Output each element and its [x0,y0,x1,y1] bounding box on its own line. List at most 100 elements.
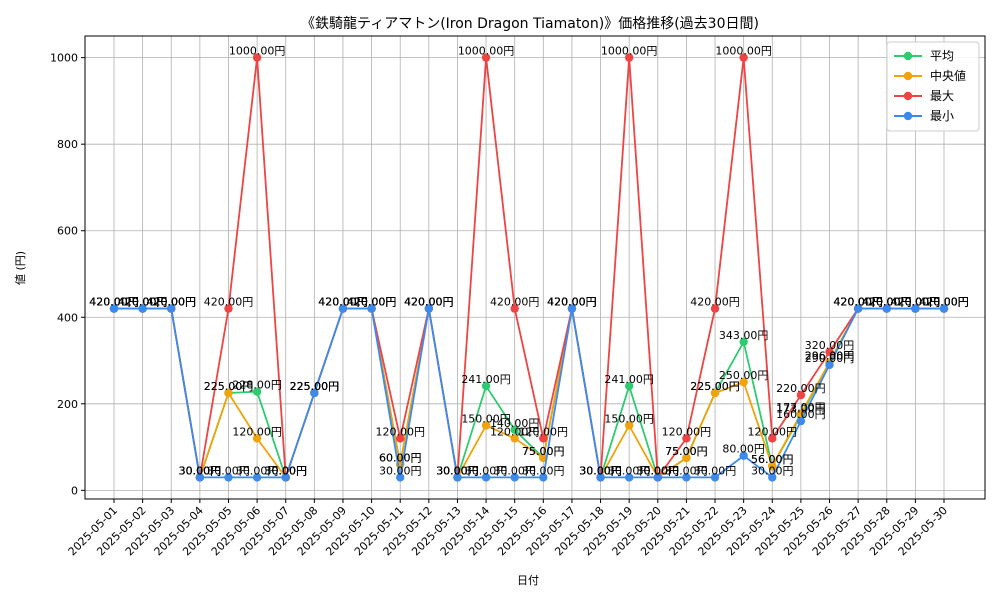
data-point [825,347,834,357]
data-point [682,434,691,443]
data-point [624,53,634,62]
data-label: 30.00円 [637,464,680,477]
legend-box [886,41,980,132]
data-label: 56.00円 [751,453,794,466]
data-label: 420.00円 [347,296,397,309]
data-label: 420.00円 [919,296,969,309]
data-label: 420.00円 [862,296,912,309]
y-tick-label: 800 [57,138,78,151]
data-label: 30.00円 [179,464,222,477]
data-label: 228.00円 [232,379,282,392]
data-label: 420.00円 [891,296,941,309]
data-point [882,304,891,313]
data-label: 225.00円 [290,380,340,393]
data-label: 420.00円 [318,296,368,309]
data-point [481,381,491,391]
data-label: 420.00円 [833,296,883,309]
data-label: 1000.00円 [229,45,286,58]
data-labels: 420.00円420.00円420.00円30.00円225.00円228.00… [89,45,969,478]
data-label: 420.00円 [833,296,883,309]
y-tick-label: 1000 [50,52,78,65]
data-label: 60.00円 [379,451,422,464]
data-label: 420.00円 [490,296,540,309]
data-label: 120.00円 [662,425,712,438]
data-label: 420.00円 [919,296,969,309]
data-point [796,416,806,426]
data-label: 30.00円 [179,464,222,477]
data-point [710,473,720,482]
data-label: 30.00円 [751,464,794,477]
legend-swatch-marker [903,91,913,101]
data-point [338,304,348,313]
data-point [624,473,634,482]
data-label: 30.00円 [264,464,307,477]
data-label: 30.00円 [264,464,307,477]
data-label: 225.00円 [204,380,254,393]
series-layer [109,53,949,482]
data-label: 420.00円 [146,296,196,309]
legend-swatch-marker [903,111,913,121]
data-label: 30.00円 [579,464,622,477]
data-point [853,304,863,313]
data-label: 420.00円 [89,296,139,309]
data-point [481,421,491,430]
data-label: 225.00円 [204,380,254,393]
data-label: 30.00円 [264,464,307,477]
data-point [481,473,491,482]
data-label: 30.00円 [436,464,479,477]
data-point [911,304,920,313]
data-label: 60.00円 [379,451,422,464]
data-point [768,434,777,443]
data-label: 420.00円 [833,296,883,309]
data-label: 30.00円 [179,464,222,477]
data-point [310,388,319,398]
data-label: 30.00円 [522,464,565,477]
data-label: 420.00円 [118,296,168,309]
data-point [424,304,434,313]
data-label: 30.00円 [637,464,680,477]
data-label: 30.00円 [579,464,622,477]
x-axis-label: 日付 [517,574,539,587]
data-label: 420.00円 [862,296,912,309]
data-label: 225.00円 [690,380,740,393]
data-label: 30.00円 [436,464,479,477]
plot-frame [84,35,986,500]
data-label: 30.00円 [579,464,622,477]
data-label: 420.00円 [204,296,254,309]
data-label: 225.00円 [690,380,740,393]
data-label: 420.00円 [146,296,196,309]
data-label: 420.00円 [862,296,912,309]
data-point [281,473,290,482]
data-label: 1000.00円 [601,45,658,58]
data-point [567,304,577,313]
data-label: 30.00円 [264,464,307,477]
data-label: 420.00円 [547,296,597,309]
data-label: 120.00円 [375,425,425,438]
data-point [367,304,376,313]
data-point [739,451,748,460]
data-label: 420.00円 [118,296,168,309]
data-label: 30.00円 [637,464,680,477]
data-label: 56.00円 [751,453,794,466]
x-axis-ticks: 2025-05-012025-05-022025-05-032025-05-04… [66,499,950,558]
legend-label: 平均 [930,49,954,63]
y-axis-ticks: 0 200 400 600 800 1000 [50,52,85,497]
y-axis-label: 値 (円) [14,251,27,285]
data-label: 75.00円 [665,445,708,458]
data-label: 30.00円 [608,464,651,477]
data-point [739,337,748,347]
legend-label: 中央値 [930,68,966,83]
data-label: 420.00円 [404,296,454,309]
series-line [114,307,944,479]
data-label: 30.00円 [436,464,479,477]
data-label: 343.00円 [719,329,769,342]
legend-label: 最小 [930,109,954,123]
data-label: 420.00円 [891,296,941,309]
data-point [224,473,233,482]
legend-swatch-marker [903,51,913,61]
data-label: 30.00円 [637,464,680,477]
data-label: 420.00円 [919,296,969,309]
data-point [510,473,519,482]
data-point [138,304,147,313]
data-point [653,473,662,482]
